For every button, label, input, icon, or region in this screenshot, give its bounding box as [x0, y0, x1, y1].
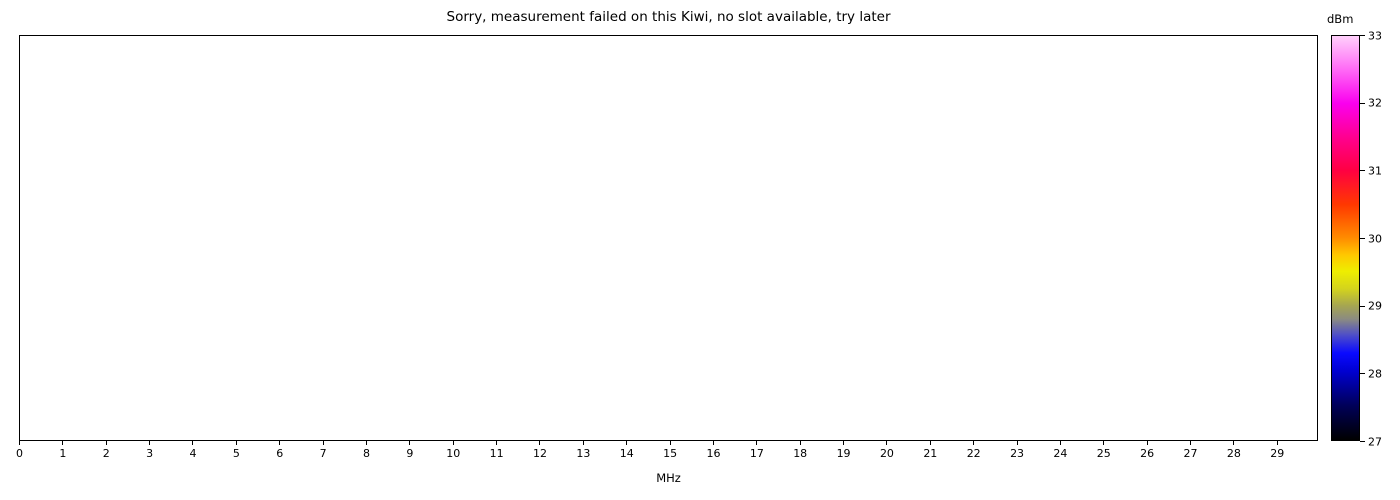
x-tick-mark — [62, 441, 64, 445]
x-tick-label: 24 — [1053, 447, 1068, 460]
x-tick-mark — [712, 441, 714, 445]
x-tick-mark — [1276, 441, 1278, 445]
colorbar-tick-label: 33 — [1368, 29, 1382, 42]
x-tick-label: 11 — [489, 447, 504, 460]
x-tick-mark — [1190, 441, 1192, 445]
x-tick-mark — [1059, 441, 1061, 445]
x-tick-label: 6 — [276, 447, 284, 460]
colorbar-tick-label: 29 — [1368, 299, 1382, 313]
colorbar — [1331, 35, 1360, 441]
x-tick-label: 26 — [1140, 447, 1155, 460]
colorbar-tick-label: 32 — [1368, 96, 1382, 110]
x-tick-label: 8 — [362, 447, 370, 460]
plot-area — [19, 35, 1318, 441]
x-tick-mark — [539, 441, 541, 445]
x-tick-label: 27 — [1183, 447, 1198, 460]
x-tick-label: 29 — [1270, 447, 1285, 460]
x-tick-label: 9 — [406, 447, 414, 460]
colorbar-tick-mark — [1360, 441, 1365, 442]
chart-title: Sorry, measurement failed on this Kiwi, … — [446, 9, 891, 25]
x-tick-label: 7 — [319, 447, 327, 460]
x-tick-label: 15 — [663, 447, 678, 460]
x-tick-mark — [973, 441, 975, 445]
x-tick-label: 25 — [1096, 447, 1111, 460]
x-tick-mark — [929, 441, 931, 445]
x-tick-label: 28 — [1226, 447, 1241, 460]
x-tick-mark — [452, 441, 454, 445]
x-tick-label: 16 — [706, 447, 721, 460]
x-tick-label: 5 — [232, 447, 240, 460]
x-tick-mark — [799, 441, 801, 445]
x-tick-mark — [19, 441, 20, 445]
colorbar-tick-mark — [1360, 170, 1365, 172]
colorbar-tick-label: 28 — [1368, 367, 1382, 381]
x-tick-mark — [582, 441, 584, 445]
colorbar-tick-label: 27 — [1368, 435, 1382, 448]
x-tick-label: 2 — [102, 447, 110, 460]
x-tick-label: 23 — [1010, 447, 1025, 460]
x-tick-label: 0 — [16, 447, 23, 460]
x-tick-label: 21 — [923, 447, 938, 460]
x-tick-label: 12 — [532, 447, 547, 460]
x-tick-mark — [669, 441, 671, 445]
colorbar-tick-label: 31 — [1368, 164, 1382, 178]
x-tick-label: 14 — [619, 447, 634, 460]
x-tick-mark — [192, 441, 194, 445]
x-tick-label: 1 — [59, 447, 67, 460]
x-tick-mark — [149, 441, 151, 445]
x-axis-label: MHz — [656, 471, 681, 485]
colorbar-tick-mark — [1360, 102, 1365, 104]
x-tick-mark — [1146, 441, 1148, 445]
x-tick-label: 19 — [836, 447, 851, 460]
colorbar-tick-mark — [1360, 305, 1365, 307]
x-tick-mark — [886, 441, 888, 445]
x-tick-label: 18 — [793, 447, 808, 460]
x-tick-mark — [1016, 441, 1018, 445]
x-tick-mark — [1233, 441, 1235, 445]
colorbar-label: dBm — [1327, 12, 1354, 26]
x-tick-mark — [756, 441, 758, 445]
x-tick-label: 17 — [749, 447, 764, 460]
x-tick-label: 22 — [966, 447, 981, 460]
colorbar-tick-mark — [1360, 373, 1365, 375]
x-tick-mark — [322, 441, 324, 445]
x-tick-label: 13 — [576, 447, 591, 460]
x-tick-label: 4 — [189, 447, 197, 460]
x-tick-mark — [496, 441, 498, 445]
x-tick-label: 3 — [146, 447, 154, 460]
colorbar-tick-mark — [1360, 238, 1365, 239]
x-tick-mark — [409, 441, 411, 445]
x-tick-mark — [235, 441, 237, 445]
x-tick-mark — [365, 441, 367, 445]
x-tick-label: 10 — [446, 447, 461, 460]
x-tick-mark — [843, 441, 845, 445]
x-tick-mark — [279, 441, 281, 445]
x-tick-label: 20 — [879, 447, 894, 460]
colorbar-tick-mark — [1360, 35, 1365, 36]
x-tick-mark — [1103, 441, 1105, 445]
x-tick-mark — [626, 441, 628, 445]
x-tick-mark — [105, 441, 107, 445]
colorbar-tick-label: 30 — [1368, 232, 1382, 245]
